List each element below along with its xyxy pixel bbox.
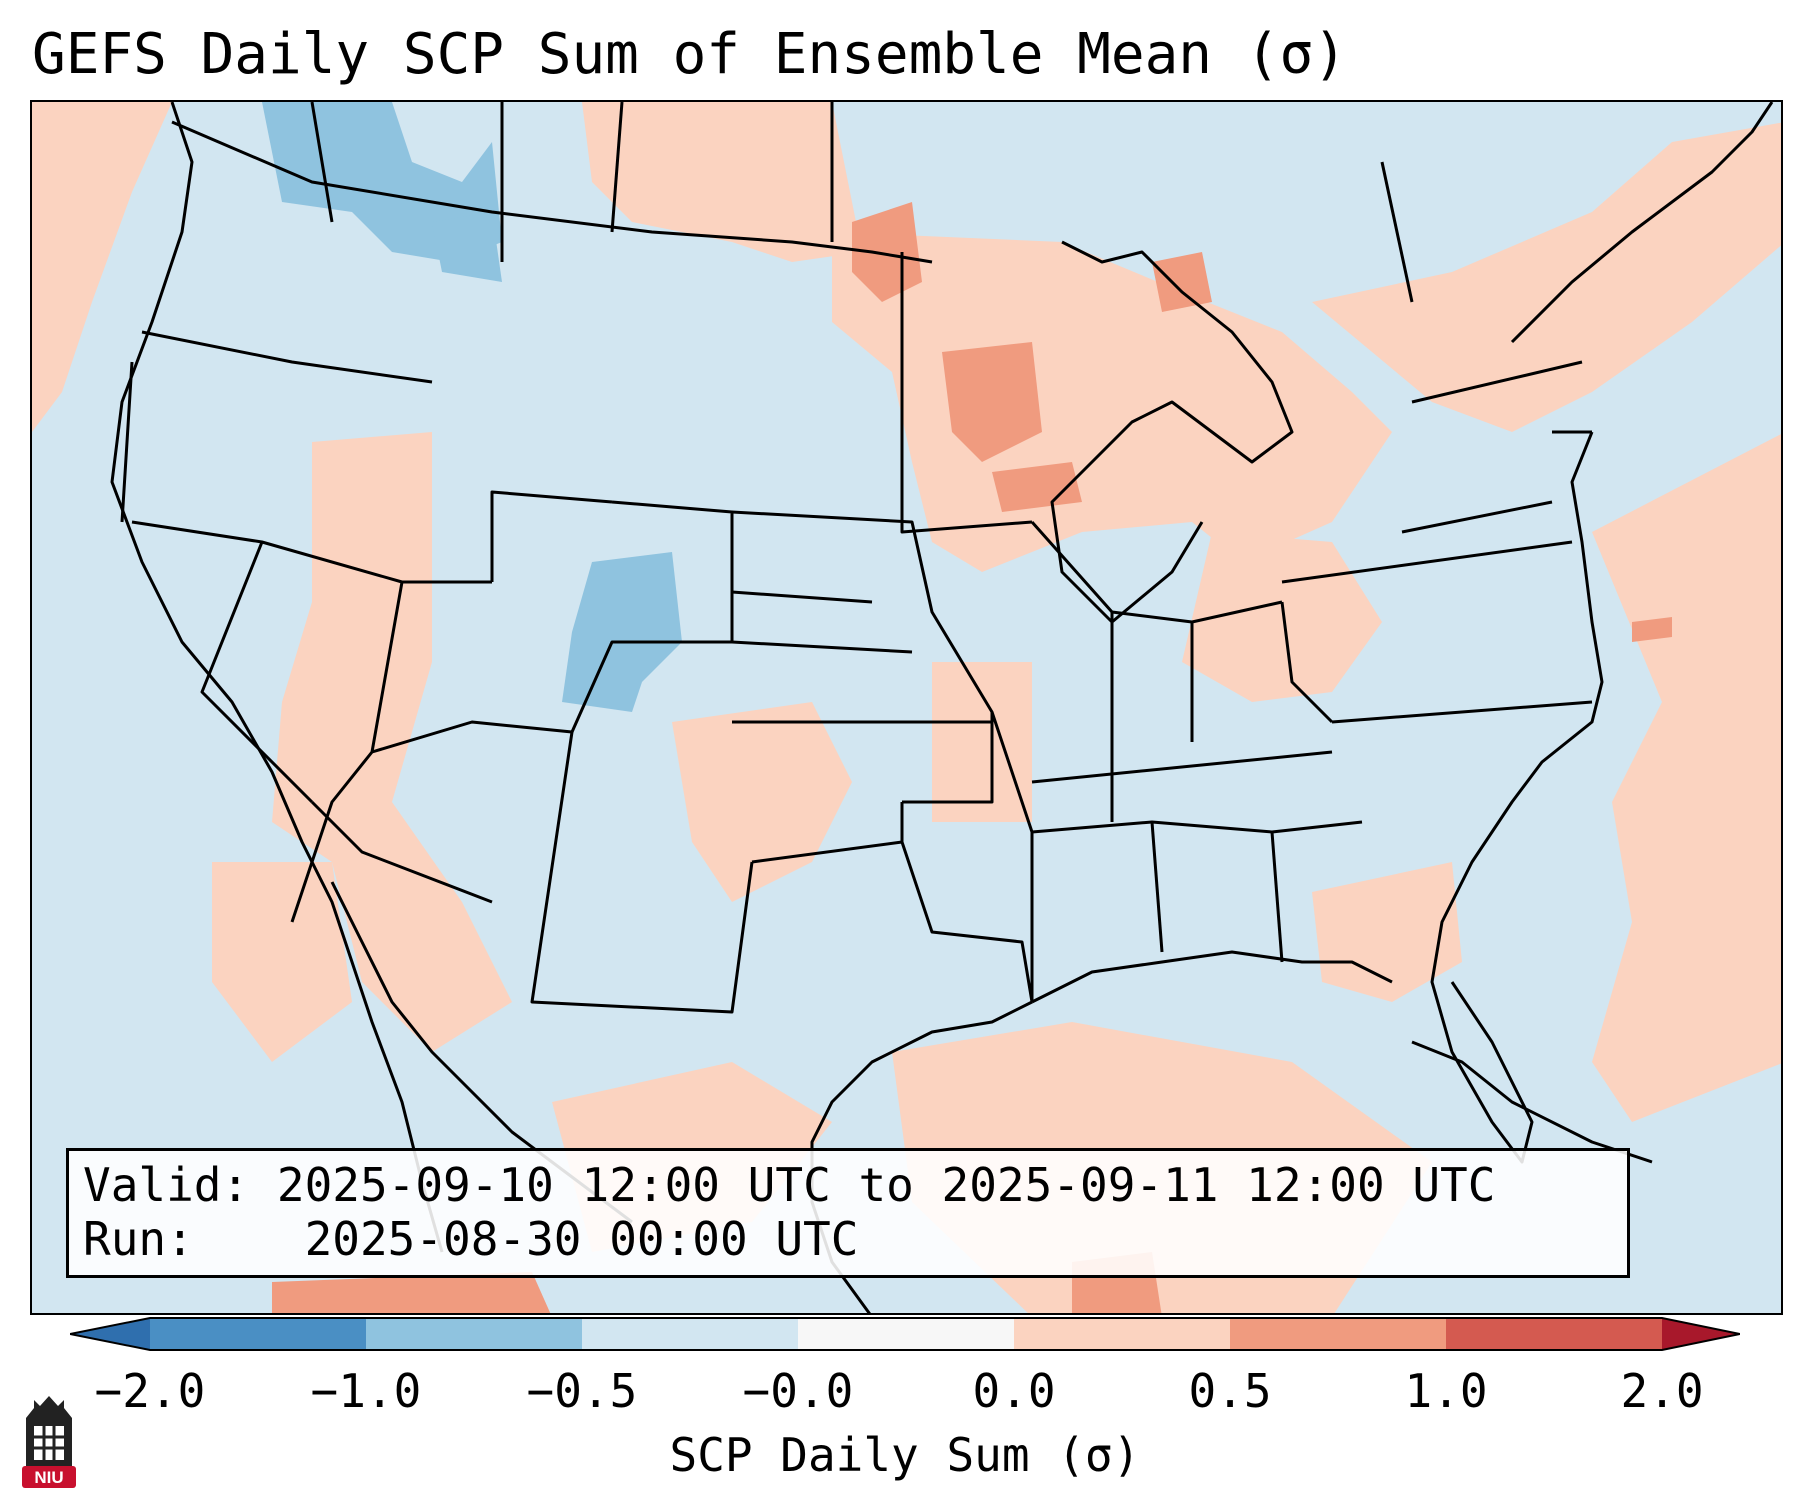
iowa-positive-region [932,662,1032,822]
colorbar-segment [582,1318,798,1350]
state-borders [120,120,1593,1014]
colorbar-over-triangle [1662,1318,1740,1350]
colorbar-tick-label: 1.0 [1404,1364,1488,1418]
colorbar-segment [1230,1318,1446,1350]
colorbar-segment [1014,1318,1230,1350]
great-lakes-positive-region [832,232,1392,572]
map-panel[interactable] [30,100,1783,1315]
niu-logo-text: NIU [34,1468,63,1487]
colorbar-under-triangle [70,1318,150,1350]
map-title: GEFS Daily SCP Sum of Ensemble Mean (σ) [32,22,1347,87]
pacific-positive-region [32,102,172,432]
baja-moderate-patch [272,1272,551,1313]
colorbar-tick-label: 2.0 [1620,1364,1704,1418]
colorbar-outline [70,1317,1740,1351]
colorbar-segment [150,1318,366,1350]
atlantic-moderate-patch [1632,617,1672,642]
colorbar-tick-label: −2.0 [94,1364,206,1418]
colorbar-tick-label: 0.5 [1188,1364,1272,1418]
colorbar-tick-label: −1.0 [310,1364,422,1418]
baja-positive-region [212,862,352,1062]
atlantic-positive-region [1592,434,1781,1122]
southeast-positive-region [1312,862,1462,1002]
valid-text: 2025-09-10 12:00 UTC to 2025-09-11 12:00… [276,1158,1496,1212]
map-canvas [32,102,1781,1313]
colorbar-tick-label: −0.0 [742,1364,854,1418]
minnesota-moderate-patch [942,342,1042,462]
canada-plains-positive-region [582,102,862,262]
colorbar-segment [1446,1318,1662,1350]
colorbar-tick-label: −0.5 [526,1364,638,1418]
valid-run-infobox: Valid: 2025-09-10 12:00 UTC to 2025-09-1… [66,1148,1630,1278]
superior-moderate-patch [1152,252,1212,312]
colorbar-segment [366,1318,582,1350]
niu-logo: NIU [22,1396,76,1488]
southwest-positive-region [272,432,512,1052]
dakota-moderate-patch [852,202,922,302]
valid-label: Valid: [83,1158,250,1212]
northeast-positive-region [1312,122,1781,432]
run-label: Run: [83,1212,194,1266]
colorbar-label: SCP Daily Sum (σ) [669,1428,1141,1482]
run-text: 2025-08-30 00:00 UTC [304,1212,859,1266]
idaho-negative-patch [432,212,502,282]
negative-anomaly-patches [262,102,682,712]
southern-plains-positive-region [672,702,852,902]
colorbar-segment [798,1318,1014,1350]
colorado-negative-patch [562,552,682,712]
iowa-moderate-patch [992,462,1082,512]
canada-borders [310,102,1414,303]
colorbar-tick-label: 0.0 [972,1364,1056,1418]
colorbar [70,1317,1740,1351]
